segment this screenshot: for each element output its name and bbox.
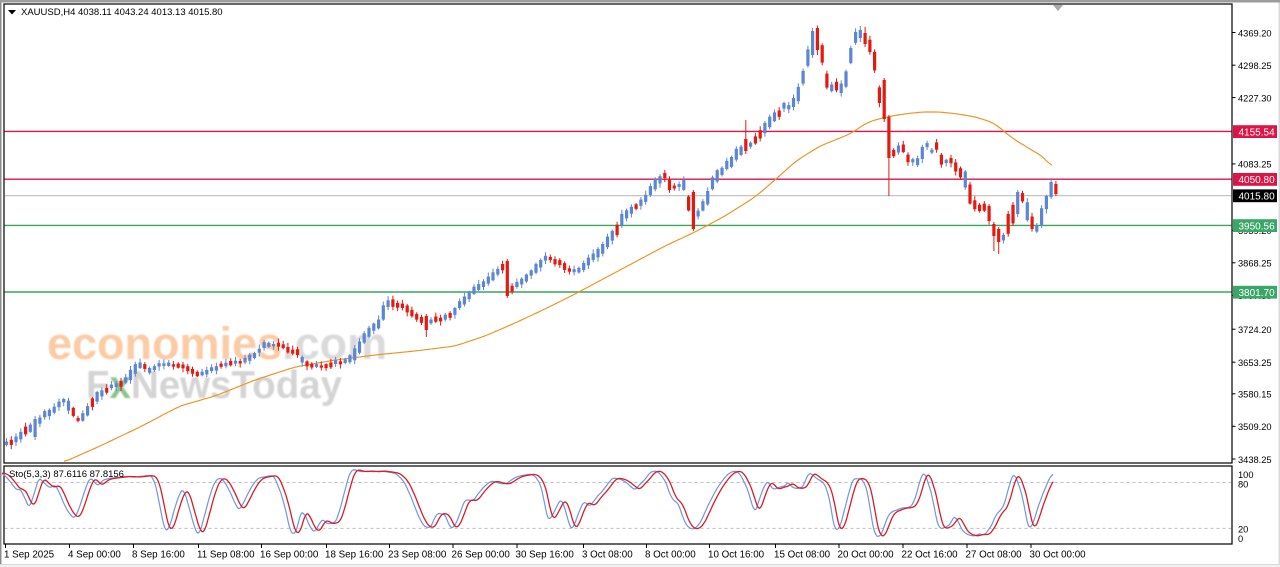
svg-text:15 Oct 08:00: 15 Oct 08:00 [774,550,831,561]
svg-text:4050.80: 4050.80 [1239,175,1276,186]
svg-text:11 Sep 08:00: 11 Sep 08:00 [197,550,255,561]
svg-text:20 Oct 00:00: 20 Oct 00:00 [838,550,895,561]
svg-text:8 Sep 16:00: 8 Sep 16:00 [132,550,185,561]
svg-text:4083.25: 4083.25 [1238,160,1272,170]
svg-text:27 Oct 08:00: 27 Oct 08:00 [966,550,1023,561]
svg-text:4298.25: 4298.25 [1238,61,1272,71]
svg-text:3653.25: 3653.25 [1238,358,1272,368]
svg-text:4369.20: 4369.20 [1238,28,1272,38]
svg-text:80: 80 [1238,479,1248,489]
svg-text:30 Sep 16:00: 30 Sep 16:00 [516,550,575,561]
svg-text:8 Oct 00:00: 8 Oct 00:00 [645,550,696,561]
svg-text:0: 0 [1238,534,1243,544]
svg-text:XAUUSD,H4 4038.11 4043.24 401: XAUUSD,H4 4038.11 4043.24 4013.13 4015.8… [21,7,223,18]
svg-text:3509.20: 3509.20 [1238,422,1272,432]
svg-text:23 Sep 08:00: 23 Sep 08:00 [388,550,447,561]
svg-text:3 Oct 08:00: 3 Oct 08:00 [582,550,633,561]
svg-text:4155.54: 4155.54 [1239,127,1276,138]
svg-text:30 Oct 00:00: 30 Oct 00:00 [1030,550,1087,561]
svg-text:FxNewsToday: FxNewsToday [86,364,343,407]
svg-text:3801.70: 3801.70 [1239,288,1276,299]
svg-text:10 Oct 16:00: 10 Oct 16:00 [708,550,765,561]
svg-text:3438.25: 3438.25 [1238,455,1272,465]
svg-text:4227.30: 4227.30 [1238,93,1272,103]
svg-text:26 Sep 00:00: 26 Sep 00:00 [452,550,511,561]
svg-text:4015.80: 4015.80 [1239,192,1276,203]
svg-text:22 Oct 16:00: 22 Oct 16:00 [902,550,959,561]
svg-text:3580.15: 3580.15 [1238,390,1272,400]
svg-text:16 Sep 00:00: 16 Sep 00:00 [260,550,319,561]
svg-text:3724.20: 3724.20 [1238,325,1272,335]
svg-text:100: 100 [1238,470,1254,480]
svg-text:3950.56: 3950.56 [1239,221,1276,232]
svg-text:20: 20 [1238,524,1248,534]
svg-text:18 Sep 16:00: 18 Sep 16:00 [325,550,384,561]
svg-text:1 Sep 2025: 1 Sep 2025 [4,550,55,561]
svg-text:3868.25: 3868.25 [1238,259,1272,269]
svg-text:Sto(5,3,3) 87.6116 87.8156: Sto(5,3,3) 87.6116 87.8156 [9,469,124,480]
svg-text:4 Sep 00:00: 4 Sep 00:00 [68,550,121,561]
